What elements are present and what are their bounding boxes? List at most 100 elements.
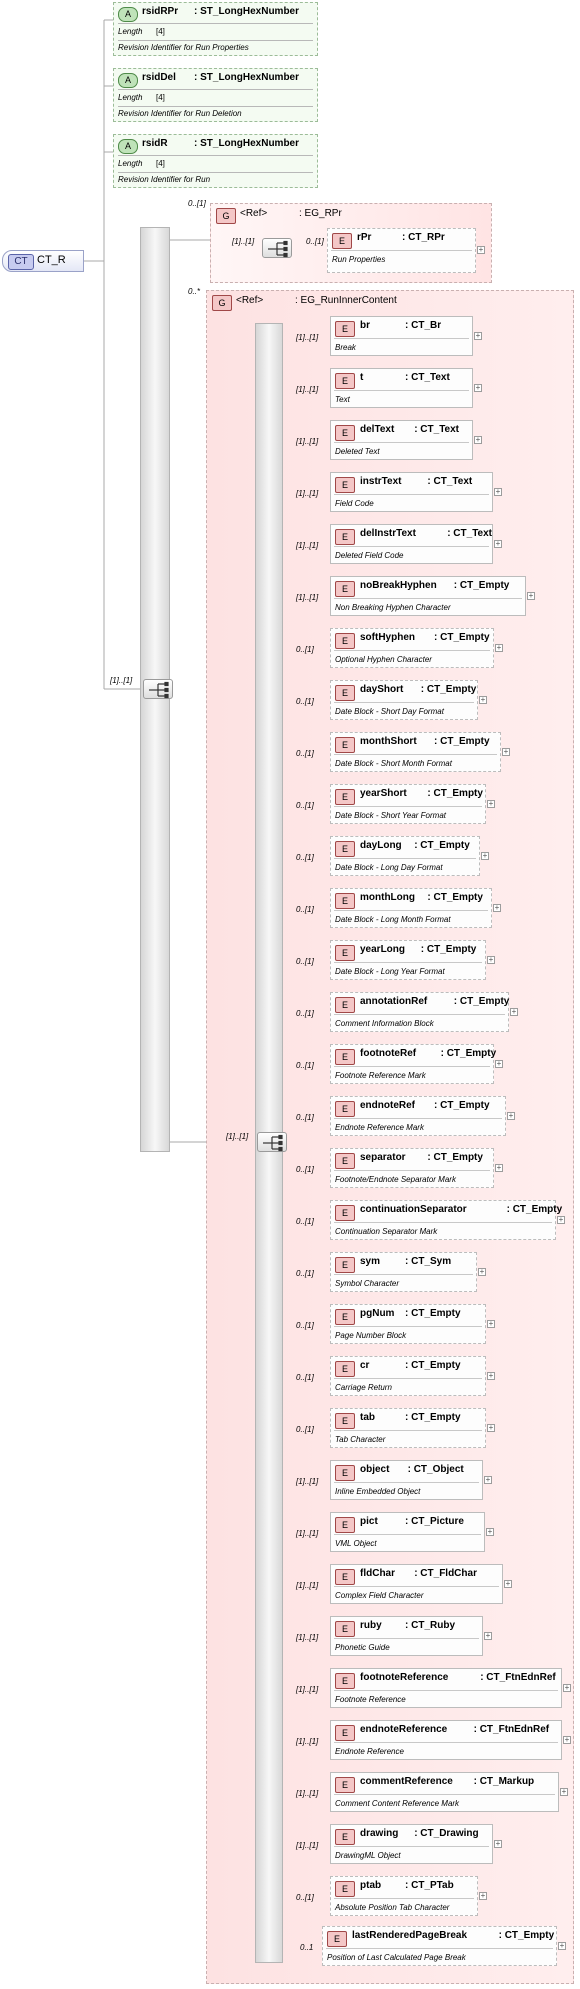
element-pict[interactable]: E pict : CT_Picture VML Object [330, 1512, 485, 1552]
element-type: : CT_Empty [453, 580, 510, 591]
element-commentReference[interactable]: E commentReference : CT_Markup Comment C… [330, 1772, 559, 1812]
element-drawing[interactable]: E drawing : CT_Drawing DrawingML Object [330, 1824, 493, 1864]
expand-toggle-delInstrText[interactable]: + [494, 539, 502, 548]
element-dayShort[interactable]: E dayShort : CT_Empty Date Block - Short… [330, 680, 478, 720]
expand-toggle-delText[interactable]: + [474, 435, 482, 444]
attribute-rsidDel[interactable]: A rsidDel : ST_LongHexNumber Length [4] … [113, 68, 318, 122]
element-fldChar[interactable]: E fldChar : CT_FldChar Complex Field Cha… [330, 1564, 503, 1604]
element-lastRenderedPageBreak[interactable]: E lastRenderedPageBreak : CT_Empty Posit… [322, 1926, 557, 1966]
expand-toggle-pict[interactable]: + [486, 1527, 494, 1536]
expand-toggle-cr[interactable]: + [487, 1371, 495, 1380]
element-br[interactable]: E br : CT_Br Break [330, 316, 473, 356]
divider [334, 1170, 490, 1171]
element-noBreakHyphen[interactable]: E noBreakHyphen : CT_Empty Non Breaking … [330, 576, 526, 616]
root-complex-type[interactable]: CT CT_R [2, 250, 84, 272]
expand-toggle-drawing[interactable]: + [494, 1839, 502, 1848]
expand-toggle-fldChar[interactable]: + [504, 1579, 512, 1588]
element-monthLong[interactable]: E monthLong : CT_Empty Date Block - Long… [330, 888, 492, 928]
element-delText[interactable]: E delText : CT_Text Deleted Text [330, 420, 473, 460]
expand-toggle-ptab[interactable]: + [479, 1891, 487, 1900]
expand-toggle-softHyphen[interactable]: + [495, 643, 503, 652]
element-icon: E [335, 945, 355, 961]
element-dayLong[interactable]: E dayLong : CT_Empty Date Block - Long D… [330, 836, 480, 876]
expand-toggle-object[interactable]: + [484, 1475, 492, 1484]
element-footnoteRef[interactable]: E footnoteRef : CT_Empty Footnote Refere… [330, 1044, 496, 1084]
inner-sequence-icon[interactable] [257, 1132, 287, 1152]
expand-toggle-noBreakHyphen[interactable]: + [527, 591, 535, 600]
element-pgNum[interactable]: E pgNum : CT_Empty Page Number Block [330, 1304, 486, 1344]
expand-toggle-endnoteReference[interactable]: + [563, 1735, 571, 1744]
attribute-rsidR[interactable]: A rsidR : ST_LongHexNumber Length [4] Re… [113, 134, 318, 188]
element-icon: E [335, 685, 355, 701]
element-rpr[interactable]: E rPr : CT_RPr Run Properties [327, 228, 476, 273]
element-t[interactable]: E t : CT_Text Text [330, 368, 473, 408]
divider [334, 650, 490, 651]
expand-toggle-tab[interactable]: + [487, 1423, 495, 1432]
element-name: endnoteReference [360, 1724, 448, 1735]
element-continuationSeparator[interactable]: E continuationSeparator : CT_Empty Conti… [330, 1200, 562, 1240]
expand-toggle-continuationSeparator[interactable]: + [557, 1215, 565, 1224]
expand-toggle-commentReference[interactable]: + [560, 1787, 568, 1796]
attribute-rsidRPr[interactable]: A rsidRPr : ST_LongHexNumber Length [4] … [113, 2, 318, 56]
expand-toggle-br[interactable]: + [474, 331, 482, 340]
expand-toggle-dayShort[interactable]: + [479, 695, 487, 704]
expand-toggle-yearShort[interactable]: + [487, 799, 495, 808]
divider [334, 1482, 479, 1483]
element-doc: VML Object [335, 1539, 377, 1548]
expand-toggle-pgNum[interactable]: + [487, 1319, 495, 1328]
expand-toggle-monthLong[interactable]: + [493, 903, 501, 912]
expand-toggle-footnoteRef[interactable]: + [495, 1059, 503, 1068]
expand-toggle-monthShort[interactable]: + [502, 747, 510, 756]
expand-toggle-separator[interactable]: + [495, 1163, 503, 1172]
expand-toggle-instrText[interactable]: + [494, 487, 502, 496]
element-monthShort[interactable]: E monthShort : CT_Empty Date Block - Sho… [330, 732, 501, 772]
facet-label: Length [118, 27, 143, 36]
expand-toggle-t[interactable]: + [474, 383, 482, 392]
element-separator[interactable]: E separator : CT_Empty Footnote/Endnote … [330, 1148, 494, 1188]
element-doc: Symbol Character [335, 1279, 400, 1288]
element-icon: E [335, 321, 355, 337]
expand-toggle-footnoteReference[interactable]: + [563, 1683, 571, 1692]
expand-toggle-dayLong[interactable]: + [481, 851, 489, 860]
element-instrText[interactable]: E instrText : CT_Text Field Code [330, 472, 493, 512]
element-footnoteReference[interactable]: E footnoteReference : CT_FtnEdnRef Footn… [330, 1668, 562, 1708]
expand-toggle-ruby[interactable]: + [484, 1631, 492, 1640]
expand-toggle-sym[interactable]: + [478, 1267, 486, 1276]
element-delInstrText[interactable]: E delInstrText : CT_Text Deleted Field C… [330, 524, 493, 564]
element-yearShort[interactable]: E yearShort : CT_Empty Date Block - Shor… [330, 784, 486, 824]
expand-toggle-endnoteRef[interactable]: + [507, 1111, 515, 1120]
element-name: cr [360, 1360, 370, 1371]
element-doc: Carriage Return [335, 1383, 392, 1392]
expand-toggle-yearLong[interactable]: + [487, 955, 495, 964]
element-object[interactable]: E object : CT_Object Inline Embedded Obj… [330, 1460, 483, 1500]
element-tab[interactable]: E tab : CT_Empty Tab Character [330, 1408, 486, 1448]
divider [334, 1014, 505, 1015]
element-softHyphen[interactable]: E softHyphen : CT_Empty Optional Hyphen … [330, 628, 494, 668]
group-icon: G [212, 295, 232, 311]
element-sym[interactable]: E sym : CT_Sym Symbol Character [330, 1252, 477, 1292]
expand-toggle-rpr[interactable]: + [477, 245, 485, 254]
element-name: ptab [360, 1880, 382, 1891]
divider [334, 754, 497, 755]
divider [118, 172, 313, 173]
element-type: : CT_Empty [498, 1930, 555, 1941]
element-name: dayShort [360, 684, 404, 695]
element-name: object [360, 1464, 390, 1475]
rpr-sequence-icon[interactable] [262, 238, 292, 258]
element-annotationRef[interactable]: E annotationRef : CT_Empty Comment Infor… [330, 992, 509, 1032]
element-doc: Field Code [335, 499, 374, 508]
element-cr[interactable]: E cr : CT_Empty Carriage Return [330, 1356, 486, 1396]
sequence-icon[interactable] [143, 679, 173, 699]
element-cardinality: 0..1 [300, 1943, 314, 1952]
element-yearLong[interactable]: E yearLong : CT_Empty Date Block - Long … [330, 940, 486, 980]
expand-toggle-lastRenderedPageBreak[interactable]: + [558, 1941, 566, 1950]
divider [334, 442, 469, 443]
divider [334, 1898, 474, 1899]
element-ruby[interactable]: E ruby : CT_Ruby Phonetic Guide [330, 1616, 483, 1656]
element-icon: E [335, 1049, 355, 1065]
element-ptab[interactable]: E ptab : CT_PTab Absolute Position Tab C… [330, 1876, 478, 1916]
expand-toggle-annotationRef[interactable]: + [510, 1007, 518, 1016]
element-endnoteReference[interactable]: E endnoteReference : CT_FtnEdnRef Endnot… [330, 1720, 562, 1760]
element-endnoteRef[interactable]: E endnoteRef : CT_Empty Endnote Referenc… [330, 1096, 506, 1136]
element-type: : CT_Empty [434, 736, 490, 747]
